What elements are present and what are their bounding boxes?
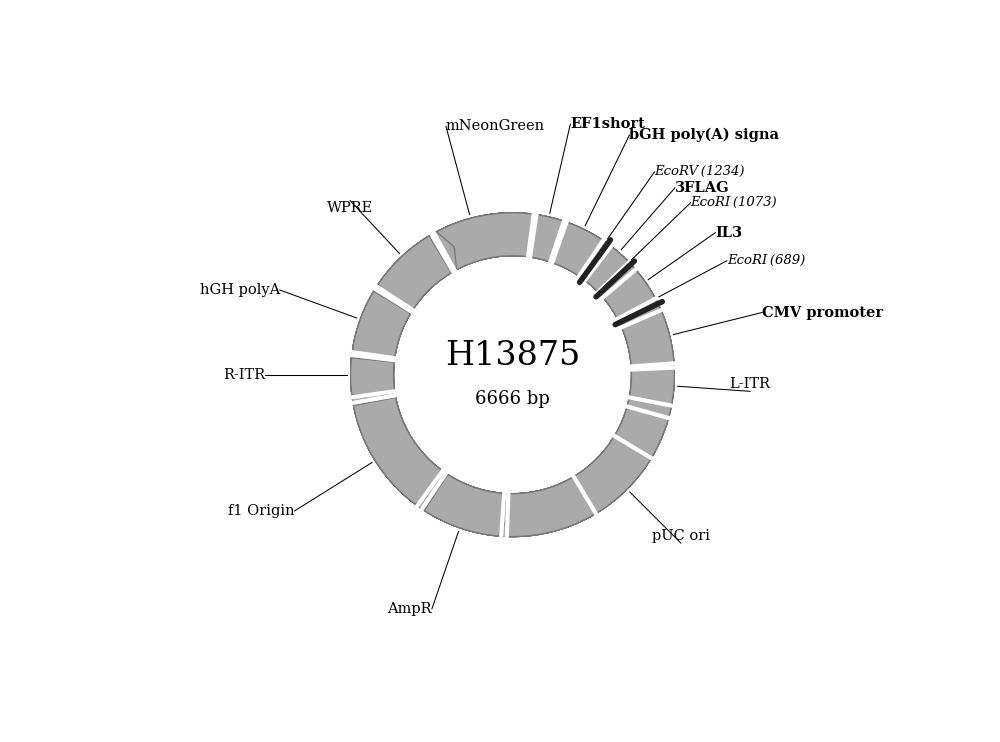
Text: AmpR: AmpR bbox=[387, 602, 432, 616]
Polygon shape bbox=[351, 213, 674, 536]
Polygon shape bbox=[353, 292, 410, 361]
Text: 3FLAG: 3FLAG bbox=[675, 181, 730, 195]
Text: CMV promoter: CMV promoter bbox=[762, 306, 883, 320]
Polygon shape bbox=[351, 213, 674, 536]
Polygon shape bbox=[351, 358, 394, 400]
Polygon shape bbox=[351, 213, 674, 536]
Text: L-ITR: L-ITR bbox=[729, 378, 770, 391]
Polygon shape bbox=[424, 475, 509, 536]
Polygon shape bbox=[351, 213, 674, 536]
Text: EcoRI (1073): EcoRI (1073) bbox=[691, 196, 777, 209]
Text: pUC ori: pUC ori bbox=[652, 529, 710, 543]
Text: IL3: IL3 bbox=[715, 226, 742, 240]
Polygon shape bbox=[351, 213, 674, 536]
Text: EF1short: EF1short bbox=[570, 117, 645, 131]
Polygon shape bbox=[351, 213, 674, 536]
Text: bGH poly(A) signa: bGH poly(A) signa bbox=[629, 128, 779, 142]
Text: f1 Origin: f1 Origin bbox=[228, 504, 294, 518]
Text: H13875: H13875 bbox=[445, 340, 580, 372]
Text: EcoRV (1234): EcoRV (1234) bbox=[655, 165, 745, 178]
Text: hGH polyA: hGH polyA bbox=[200, 283, 280, 297]
Polygon shape bbox=[354, 398, 441, 504]
Polygon shape bbox=[351, 213, 674, 536]
Text: WPRE: WPRE bbox=[327, 200, 373, 214]
Text: 6666 bp: 6666 bp bbox=[475, 390, 550, 407]
Polygon shape bbox=[378, 236, 451, 308]
Text: EcoRI (689): EcoRI (689) bbox=[727, 255, 805, 267]
Polygon shape bbox=[351, 214, 674, 536]
Text: mNeonGreen: mNeonGreen bbox=[446, 119, 545, 134]
Text: R-ITR: R-ITR bbox=[223, 368, 265, 381]
Polygon shape bbox=[351, 213, 674, 536]
